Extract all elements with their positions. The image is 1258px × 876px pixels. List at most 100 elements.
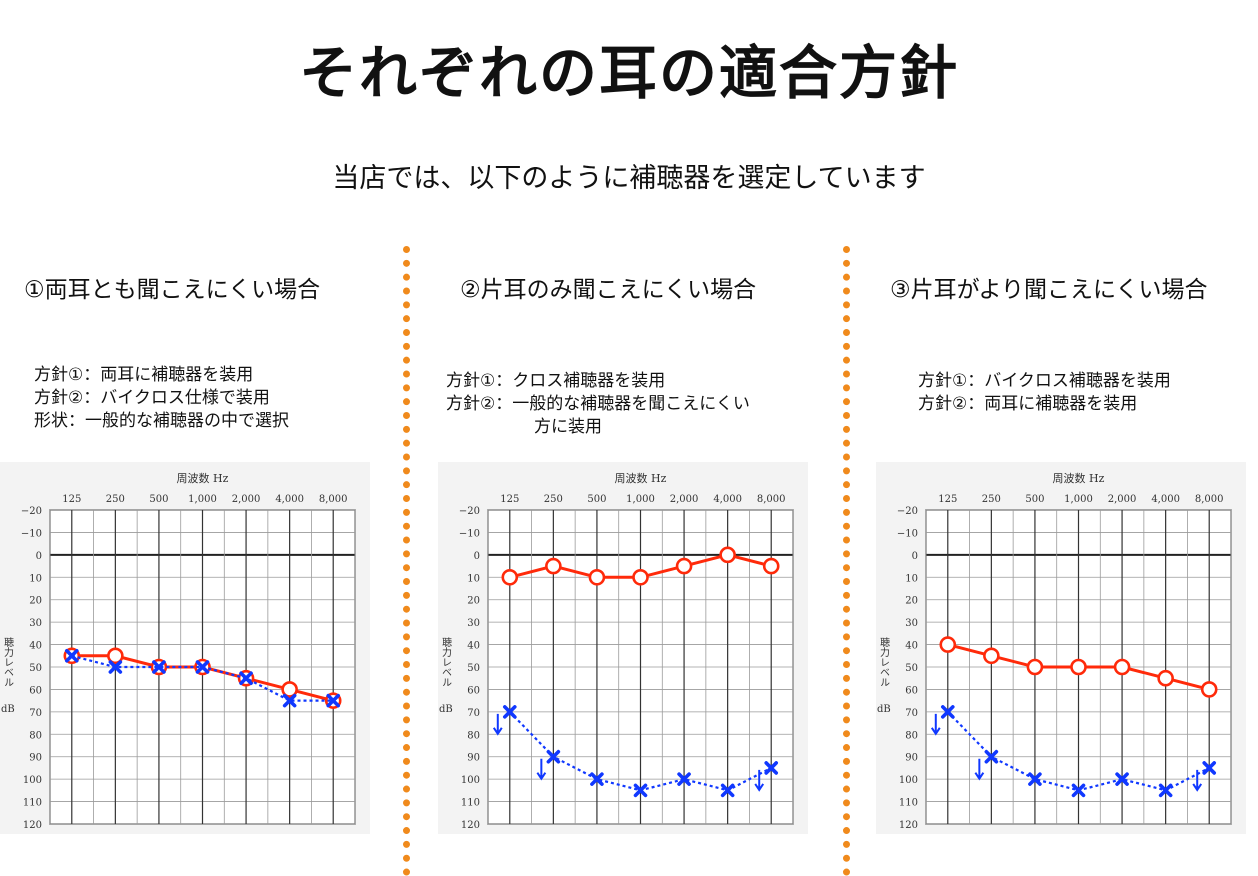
x-tick-label: 500 xyxy=(587,494,606,505)
data-point-x xyxy=(152,660,166,674)
data-point-circle xyxy=(1113,658,1131,676)
x-tick-label: 250 xyxy=(106,494,125,505)
page-title: それぞれの耳の適合方針 xyxy=(298,39,959,107)
y-tick-label: −10 xyxy=(21,528,42,539)
y-tick-label: 50 xyxy=(905,663,918,674)
x-tick-label: 2,000 xyxy=(232,494,261,505)
y-tick-label: 60 xyxy=(905,685,918,696)
y-tick-label: 110 xyxy=(899,798,918,809)
data-point-x xyxy=(677,772,691,786)
data-point-circle xyxy=(1157,669,1174,687)
no-response-arrow xyxy=(536,758,547,781)
y-tick-label: 100 xyxy=(899,775,918,786)
panel-heading: ②片耳のみ聞こえにくい場合 xyxy=(460,277,757,303)
y-tick-label: 0 xyxy=(36,551,42,562)
policy-line: 形状：一般的な補聴器の中で選択 xyxy=(34,411,289,431)
data-point-x xyxy=(108,660,123,674)
data-point-circle xyxy=(281,681,298,698)
policy-line: 方針①：バイクロス補聴器を装用 xyxy=(918,371,1171,391)
section-divider-1 xyxy=(403,246,410,876)
data-point-x xyxy=(326,693,341,708)
data-point-circle xyxy=(545,557,562,575)
x-tick-label: 125 xyxy=(938,494,957,505)
x-tick-label: 1,000 xyxy=(188,494,217,505)
no-response-arrow xyxy=(754,769,765,792)
x-tick-label: 500 xyxy=(1025,494,1044,505)
y-tick-label: 120 xyxy=(461,820,480,831)
y-tick-label: 80 xyxy=(29,730,42,741)
data-point-circle xyxy=(632,568,649,586)
y-tick-label: 120 xyxy=(23,820,42,831)
x-tick-label: 250 xyxy=(544,494,563,505)
x-tick-label: 8,000 xyxy=(1195,494,1224,505)
data-point-circle xyxy=(1070,658,1087,676)
x-tick-label: 250 xyxy=(982,494,1001,505)
y-tick-label: 120 xyxy=(899,820,918,831)
data-point-circle xyxy=(1200,681,1218,698)
policy-line: 方針①：両耳に補聴器を装用 xyxy=(34,365,254,385)
y-tick-label: 50 xyxy=(467,663,480,674)
data-point-circle xyxy=(719,546,736,564)
y-tick-label: 110 xyxy=(23,798,42,809)
y-tick-label: 10 xyxy=(467,573,480,584)
x-tick-label: 1,000 xyxy=(626,494,655,505)
data-point-circle xyxy=(1026,658,1044,676)
data-point-circle xyxy=(501,568,519,586)
x-tick-label: 125 xyxy=(62,494,81,505)
page-subtitle: 当店では、以下のように補聴器を選定しています xyxy=(332,163,926,194)
data-point-x xyxy=(1202,761,1217,775)
data-point-x xyxy=(633,783,648,798)
y-tick-label: 40 xyxy=(905,641,918,652)
y-tick-label: 30 xyxy=(467,618,480,629)
y-tick-label: 100 xyxy=(23,775,42,786)
y-tick-label: 70 xyxy=(905,708,918,719)
y-tick-label: 30 xyxy=(29,618,42,629)
y-axis-label: 聴力レベル xyxy=(878,637,890,687)
y-tick-label: 70 xyxy=(29,708,42,719)
y-tick-label: 0 xyxy=(474,551,480,562)
x-tick-label: 4,000 xyxy=(713,494,742,505)
y-tick-label: 80 xyxy=(467,730,480,741)
data-point-x xyxy=(239,671,253,686)
policy-list: 方針①：クロス補聴器を装用 方針②：一般的な補聴器を聞こえにくい 方に装用 xyxy=(446,370,750,439)
y-tick-label: −10 xyxy=(459,528,480,539)
no-response-arrow xyxy=(1192,769,1203,792)
y-axis-label: 聴力レベル xyxy=(2,637,14,687)
data-point-x xyxy=(984,749,999,764)
panel-heading: ①両耳とも聞こえにくい場合 xyxy=(24,277,321,303)
data-point-circle xyxy=(983,647,1000,665)
data-point-x xyxy=(1028,772,1042,786)
y-tick-label: 100 xyxy=(461,775,480,786)
policy-line: 方針②：両耳に補聴器を装用 xyxy=(918,394,1138,414)
policy-list: 方針①：バイクロス補聴器を装用 方針②：両耳に補聴器を装用 xyxy=(918,370,1171,416)
x-axis-label: 周波数 Hz xyxy=(615,472,667,485)
policy-line: 方針①：クロス補聴器を装用 xyxy=(446,371,666,391)
y-tick-label: 90 xyxy=(29,753,42,764)
data-point-circle xyxy=(675,557,693,575)
data-point-x xyxy=(764,761,779,775)
data-point-x xyxy=(1115,772,1129,786)
y-tick-label: −20 xyxy=(459,506,480,517)
y-tick-label: 20 xyxy=(905,596,918,607)
x-tick-label: 2,000 xyxy=(1108,494,1137,505)
no-response-arrow xyxy=(930,713,941,736)
y-axis-unit: dB xyxy=(1,704,15,715)
x-tick-label: 4,000 xyxy=(1151,494,1180,505)
y-tick-label: 60 xyxy=(467,685,480,696)
data-point-circle xyxy=(588,568,606,586)
policy-line: 方に装用 xyxy=(534,417,602,437)
y-tick-label: 40 xyxy=(467,641,480,652)
data-point-x xyxy=(720,783,735,798)
y-tick-label: 70 xyxy=(467,708,480,719)
policy-line: 方針②：一般的な補聴器を聞こえにくい xyxy=(446,394,750,414)
data-point-x xyxy=(195,660,210,674)
y-tick-label: −20 xyxy=(21,506,42,517)
x-tick-label: 4,000 xyxy=(275,494,304,505)
data-point-x xyxy=(64,648,79,663)
y-tick-label: 40 xyxy=(29,641,42,652)
data-point-x xyxy=(1071,783,1086,798)
x-tick-label: 125 xyxy=(500,494,519,505)
